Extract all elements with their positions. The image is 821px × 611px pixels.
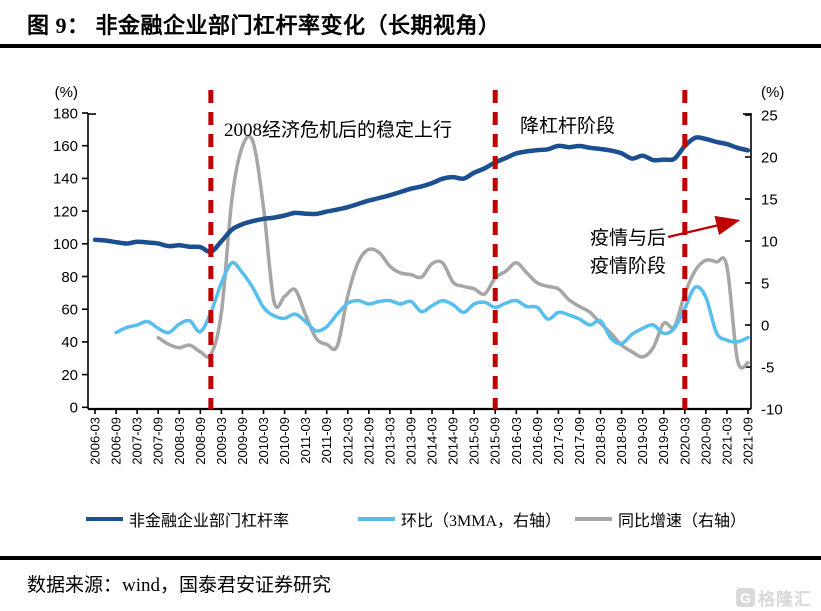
right-tick-label: 10 — [761, 233, 778, 250]
gelonghui-logo-icon: G — [736, 588, 755, 607]
legend-swatch-mom — [358, 517, 395, 521]
left-tick-label: 20 — [61, 367, 78, 384]
x-tick-label: 2011-03 — [298, 417, 313, 464]
annotation-pandemic-line1: 疫情与后 — [590, 227, 666, 249]
chart-legend: 非金融企业部门杠杆率 环比（3MMA，右轴） 同比增速（右轴） — [0, 509, 821, 530]
left-tick-label: 80 — [61, 269, 78, 286]
x-tick-label: 2007-09 — [151, 417, 166, 465]
pandemic-arrow-icon — [667, 215, 741, 239]
x-tick-label: 2006-03 — [88, 417, 103, 465]
figure-title: 图 9： 非金融企业部门杠杆率变化（长期视角） — [27, 13, 501, 38]
chart-generated-layer: 0 20 40 60 80 100 120 140 160 180 (%) -10 -5 0 5 10 15 20… — [53, 84, 784, 465]
legend-label-leverage: 非金融企业部门杠杆率 — [129, 513, 290, 530]
right-tick-label: 5 — [761, 275, 769, 292]
right-tick-label: 20 — [761, 149, 778, 166]
left-tick-label: 140 — [53, 171, 78, 188]
right-tick-label: 0 — [761, 317, 769, 334]
x-tick-label: 2018-09 — [614, 417, 629, 465]
x-tick-label: 2009-09 — [235, 417, 250, 465]
series-leverage-line — [92, 135, 751, 254]
series-mom-3mma-line — [114, 260, 750, 346]
x-tick-label: 2015-09 — [488, 417, 503, 465]
x-tick-label: 2013-09 — [403, 417, 418, 465]
left-tick-label: 160 — [53, 138, 78, 155]
x-tick-label: 2013-03 — [382, 417, 397, 465]
right-tick-label: -5 — [761, 359, 774, 376]
left-tick-label: 60 — [61, 301, 78, 318]
x-tick-label: 2012-09 — [361, 417, 376, 465]
data-source: 数据来源：wind，国泰君安证券研究 — [27, 575, 332, 596]
x-tick-label: 2020-03 — [677, 417, 692, 465]
footer-divider — [0, 556, 821, 560]
legend-item-leverage: 非金融企业部门杠杆率 — [86, 509, 290, 530]
left-tick-label: 0 — [70, 400, 78, 417]
x-tick-label: 2021-09 — [741, 417, 756, 465]
gelonghui-logo-text: 格隆汇 — [758, 590, 812, 609]
left-axis-unit: (%) — [55, 84, 78, 101]
x-tick-label: 2019-09 — [656, 417, 671, 465]
x-tick-label: 2014-03 — [425, 417, 440, 465]
right-tick-label: 25 — [761, 107, 778, 124]
x-tick-label: 2017-03 — [551, 417, 566, 465]
annotation-2008-uptrend: 2008经济危机后的稳定上行 — [224, 119, 452, 141]
gelonghui-logo: G 格隆汇 — [736, 585, 812, 610]
x-tick-label: 2015-03 — [467, 417, 482, 465]
x-tick-label: 2007-03 — [130, 417, 145, 465]
left-tick-label: 40 — [61, 334, 78, 351]
x-tick-label: 2010-09 — [277, 417, 292, 465]
x-tick-label: 2019-03 — [635, 417, 650, 465]
x-tick-label: 2012-03 — [340, 417, 355, 465]
legend-item-mom: 环比（3MMA，右轴） — [358, 509, 562, 530]
x-tick-label: 2020-09 — [698, 417, 713, 465]
right-axis-unit: (%) — [761, 84, 784, 101]
x-tick-label: 2014-09 — [446, 417, 461, 465]
left-tick-label: 180 — [53, 105, 78, 122]
x-tick-label: 2018-03 — [593, 417, 608, 465]
x-tick-label: 2016-09 — [530, 417, 545, 465]
legend-label-yoy: 同比增速（右轴） — [618, 513, 747, 530]
left-tick-label: 100 — [53, 236, 78, 253]
legend-swatch-leverage — [86, 517, 123, 521]
x-tick-label: 2017-09 — [572, 417, 587, 465]
annotation-pandemic-line2: 疫情阶段 — [590, 255, 666, 277]
x-tick-label: 2008-09 — [193, 417, 208, 465]
x-tick-label: 2016-03 — [509, 417, 524, 465]
series-yoy-growth-line — [156, 134, 750, 370]
legend-swatch-yoy — [575, 517, 612, 521]
x-tick-label: 2006-09 — [109, 417, 124, 465]
x-tick-label: 2010-03 — [256, 417, 271, 465]
annotation-deleverage-phase: 降杠杆阶段 — [520, 115, 615, 137]
x-tick-label: 2021-03 — [719, 417, 734, 465]
legend-item-yoy: 同比增速（右轴） — [575, 509, 747, 530]
x-tick-label: 2008-03 — [172, 417, 187, 465]
right-tick-label: -10 — [761, 401, 783, 418]
x-tick-label: 2011-09 — [319, 417, 334, 464]
left-tick-label: 120 — [53, 203, 78, 220]
right-tick-label: 15 — [761, 191, 778, 208]
title-divider — [0, 44, 821, 48]
legend-label-mom: 环比（3MMA，右轴） — [401, 513, 562, 530]
x-tick-label: 2009-03 — [214, 417, 229, 465]
